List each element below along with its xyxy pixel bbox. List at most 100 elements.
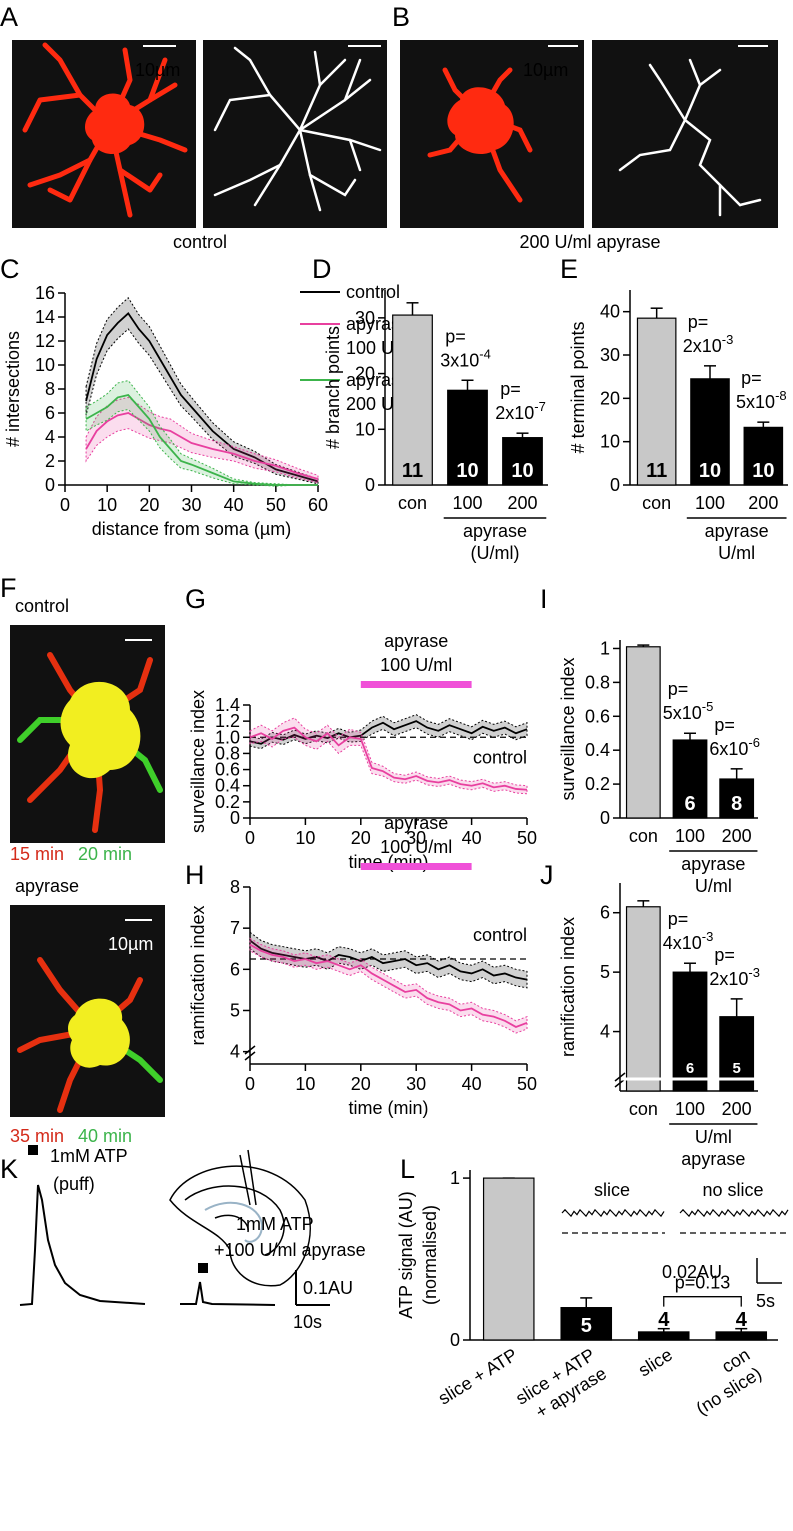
- series-label-line: control: [473, 925, 527, 945]
- panel-letter: C: [0, 254, 20, 284]
- n-label: 10: [752, 460, 774, 482]
- y-axis-label: ramification index: [188, 905, 208, 1045]
- bar: [625, 906, 661, 1092]
- panel-letter: E: [560, 254, 578, 284]
- y-tick-label: 0: [610, 475, 620, 495]
- panel-letter: I: [540, 584, 548, 614]
- x-tick-label: 50: [266, 495, 286, 515]
- n-label: 10: [511, 460, 533, 482]
- panel-letter: G: [185, 584, 206, 614]
- y-tick-label: 0.6: [585, 706, 610, 726]
- n-label: 10: [699, 460, 721, 482]
- y-tick-label: 0.4: [215, 776, 240, 796]
- p-label: p=: [714, 945, 735, 965]
- group-label-line: U/ml: [695, 1127, 732, 1147]
- group-label-line: U/ml: [718, 543, 755, 563]
- annotation-label-line: 100 U/ml: [380, 655, 452, 675]
- y-tick-label: 7: [230, 918, 240, 938]
- x-tick-label: 40: [224, 495, 244, 515]
- x-tick-label-line: slice: [635, 1344, 676, 1380]
- micrograph: [10, 905, 165, 1117]
- inset-label: slice: [594, 1180, 630, 1200]
- group-label-line: apyrase: [463, 521, 527, 541]
- bar: [625, 646, 661, 819]
- x-tick-label: slice + ATP+ apyrase: [512, 1344, 610, 1427]
- annotation-label-line: apyrase: [384, 631, 448, 651]
- x-axis-label: time (min): [349, 1098, 429, 1118]
- y-tick-label: 12: [35, 331, 55, 351]
- x-tick-label: 0: [245, 828, 255, 848]
- image-label: apyrase: [15, 876, 79, 896]
- p-label: p=: [688, 312, 709, 332]
- y-axis-label: # branch points: [323, 326, 343, 449]
- trace-label: 1mM ATP: [236, 1214, 314, 1234]
- x-tick-label: 30: [406, 1074, 426, 1094]
- n-label: 8: [731, 793, 742, 815]
- bar: [560, 1307, 613, 1341]
- line: [85, 394, 318, 486]
- scale-label: 10s: [293, 1312, 322, 1332]
- y-tick-label: 0.2: [215, 792, 240, 812]
- caption: 200 U/ml apyrase: [519, 232, 660, 252]
- p-label: 3x10-4: [440, 346, 491, 370]
- group-label: apyrase U/ml: [681, 854, 745, 896]
- panel-letter: H: [185, 860, 205, 890]
- x-tick-label: 200: [722, 1099, 752, 1119]
- micrograph: [400, 40, 778, 228]
- n-label: 4: [658, 1309, 670, 1331]
- time-label: 35 min: [10, 1126, 64, 1146]
- time-label: 20 min: [78, 844, 132, 864]
- y-tick-label: 10: [35, 355, 55, 375]
- panel-letter: D: [312, 254, 332, 284]
- y-axis-label: surveillance index: [558, 657, 578, 800]
- p-exponent: -6: [748, 735, 760, 750]
- x-tick-label: 30: [406, 828, 426, 848]
- p-label: 2x10-3: [709, 965, 760, 989]
- panel-letter: A: [0, 2, 18, 32]
- bar: [672, 739, 708, 819]
- comparison-bracket: [663, 1296, 742, 1307]
- legend-label: control: [346, 282, 400, 302]
- n-label: 4: [736, 1309, 748, 1331]
- panel-letter: K: [0, 1154, 18, 1184]
- x-tick-label: 10: [295, 828, 315, 848]
- panel-letter: B: [392, 2, 410, 32]
- scale-label: 0.02AU: [662, 1262, 722, 1282]
- bar: [636, 317, 677, 486]
- x-tick-label: con(no slice): [681, 1344, 765, 1418]
- scale-label: 5s: [756, 1291, 775, 1311]
- n-label: 10: [456, 460, 478, 482]
- group-label: apyrase (U/ml): [463, 521, 527, 563]
- p-label: p=: [741, 368, 762, 388]
- annotation-label: apyrase 100 U/ml: [380, 813, 452, 857]
- time-label: 40 min: [78, 1126, 132, 1146]
- panel-letter: J: [540, 860, 554, 890]
- inset-trace: [561, 1208, 665, 1218]
- x-tick-label: 30: [181, 495, 201, 515]
- y-tick-label: 0.6: [215, 760, 240, 780]
- p-exponent: -7: [534, 399, 546, 414]
- y-tick-label: 0.8: [215, 743, 240, 763]
- x-tick-label: 0: [245, 1074, 255, 1094]
- trace-label: +100 U/ml apyrase: [214, 1240, 366, 1260]
- micrograph: [12, 40, 387, 228]
- y-tick-label: 1.2: [215, 711, 240, 731]
- x-tick-label: 40: [462, 828, 482, 848]
- y-tick-label: 2: [45, 451, 55, 471]
- y-tick-label: 0.2: [585, 774, 610, 794]
- p-label: p=: [500, 379, 521, 399]
- panel-letter: L: [400, 1154, 415, 1184]
- p-mantissa: 2x10: [683, 336, 722, 356]
- y-tick-label: 0: [450, 1330, 460, 1350]
- trace-label: (puff): [53, 1174, 95, 1194]
- series-label: control: [473, 925, 527, 945]
- axis-break: [614, 1072, 626, 1082]
- x-tick-label: 200: [722, 826, 752, 846]
- line: [249, 726, 528, 791]
- x-tick-label: con: [629, 1099, 658, 1119]
- p-label: p=: [668, 679, 689, 699]
- treatment-bar: [360, 863, 472, 870]
- y-axis-label: # terminal points: [568, 321, 588, 453]
- y-tick-label: 10: [600, 432, 620, 452]
- x-tick-label: 20: [351, 1074, 371, 1094]
